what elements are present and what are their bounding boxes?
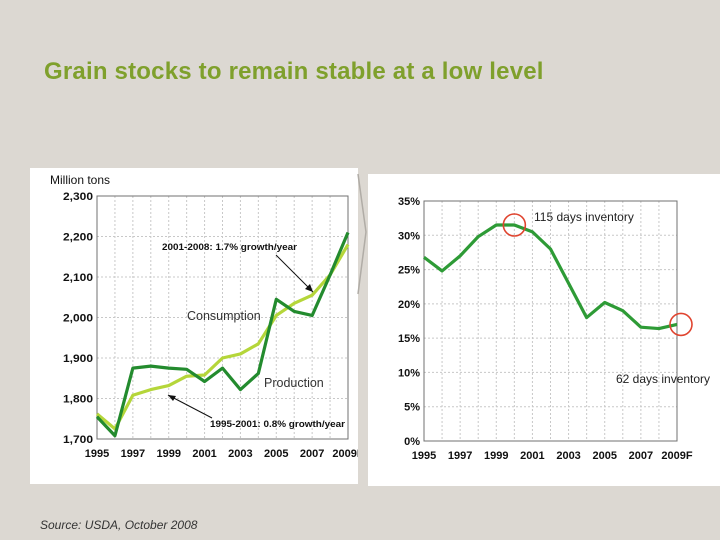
x-tick-label: 2003 <box>556 450 580 462</box>
annotation-arrowhead-icon <box>168 395 176 401</box>
inventory-annotation-forecast: 62 days inventory <box>616 372 710 386</box>
plot-frame <box>96 195 349 440</box>
x-tick-label: 2001 <box>192 448 216 460</box>
annotation-arrow-line <box>275 254 314 293</box>
production-consumption-chart: Million tons 1,700 1,800 1,900 2,000 2,100 2,2… <box>50 173 364 460</box>
x-tick-label: 1999 <box>156 448 180 460</box>
y-tick-label: 2,000 <box>63 313 93 325</box>
x-tick-label: 2007 <box>300 448 324 460</box>
highlight-circle <box>669 312 693 337</box>
slide-title: Grain stocks to remain stable at a low l… <box>44 58 544 85</box>
transition-arrow-graphic <box>357 173 367 295</box>
x-tick-label: 2001 <box>520 450 544 462</box>
production-series-label: Production <box>264 376 324 390</box>
x-tick-label: 2009F <box>661 450 692 462</box>
x-tick-label: 2003 <box>228 448 252 460</box>
x-tick-label: 1997 <box>121 448 145 460</box>
growth-annotation-2001-2008: 2001-2008: 1.7% growth/year <box>162 242 298 252</box>
x-tick-label: 1995 <box>85 448 109 460</box>
growth-annotation-1995-2001: 1995-2001: 0.8% growth/year <box>210 419 346 429</box>
x-tick-label: 1999 <box>484 450 508 462</box>
plot-frame <box>423 200 678 442</box>
y-tick-label: 25% <box>398 265 420 277</box>
y-tick-label: 2,300 <box>63 191 93 203</box>
x-tick-label: 1995 <box>412 450 436 462</box>
stocks-ratio-chart-panel: 0% 5% 10% 15% 20% 25% 30% 35% 1995 1997 1999 2001 20… <box>368 174 720 486</box>
y-tick-label: 5% <box>404 402 420 414</box>
x-tick-label: 2007 <box>629 450 653 462</box>
stocks-ratio-chart: 0% 5% 10% 15% 20% 25% 30% 35% 1995 1997 1999 2001 20… <box>398 196 710 462</box>
highlight-circle <box>502 213 527 237</box>
chevron-right-icon <box>357 173 367 295</box>
y-tick-label: 1,700 <box>63 434 93 446</box>
y-tick-label: 2,200 <box>63 232 93 244</box>
y-tick-label: 1,900 <box>63 353 93 365</box>
y-tick-label: 1,800 <box>63 394 93 406</box>
y-tick-label: 10% <box>398 367 420 379</box>
inventory-annotation-peak: 115 days inventory <box>534 210 634 224</box>
production-line <box>95 231 350 438</box>
y-tick-label: 35% <box>398 196 420 208</box>
consumption-series-label: Consumption <box>187 309 261 323</box>
x-tick-label: 2005 <box>592 450 616 462</box>
y-tick-label: 20% <box>398 299 420 311</box>
source-note: Source: USDA, October 2008 <box>40 518 198 532</box>
x-tick-label: 1997 <box>448 450 472 462</box>
annotation-arrowhead-icon <box>305 284 313 292</box>
stocks-to-use-line <box>423 223 678 331</box>
consumption-line <box>95 243 350 431</box>
y-tick-label: 0% <box>404 436 420 448</box>
annotation-arrow-line <box>167 394 213 419</box>
x-tick-label: 2009F <box>332 448 358 460</box>
y-tick-label: 2,100 <box>63 272 93 284</box>
y-tick-label: 15% <box>398 333 420 345</box>
y-tick-label: 30% <box>398 230 420 242</box>
x-tick-label: 2005 <box>264 448 288 460</box>
y-axis-title: Million tons <box>50 173 110 187</box>
production-consumption-chart-panel: Million tons 1,700 1,800 1,900 2,000 2,100 2,2… <box>30 168 364 484</box>
